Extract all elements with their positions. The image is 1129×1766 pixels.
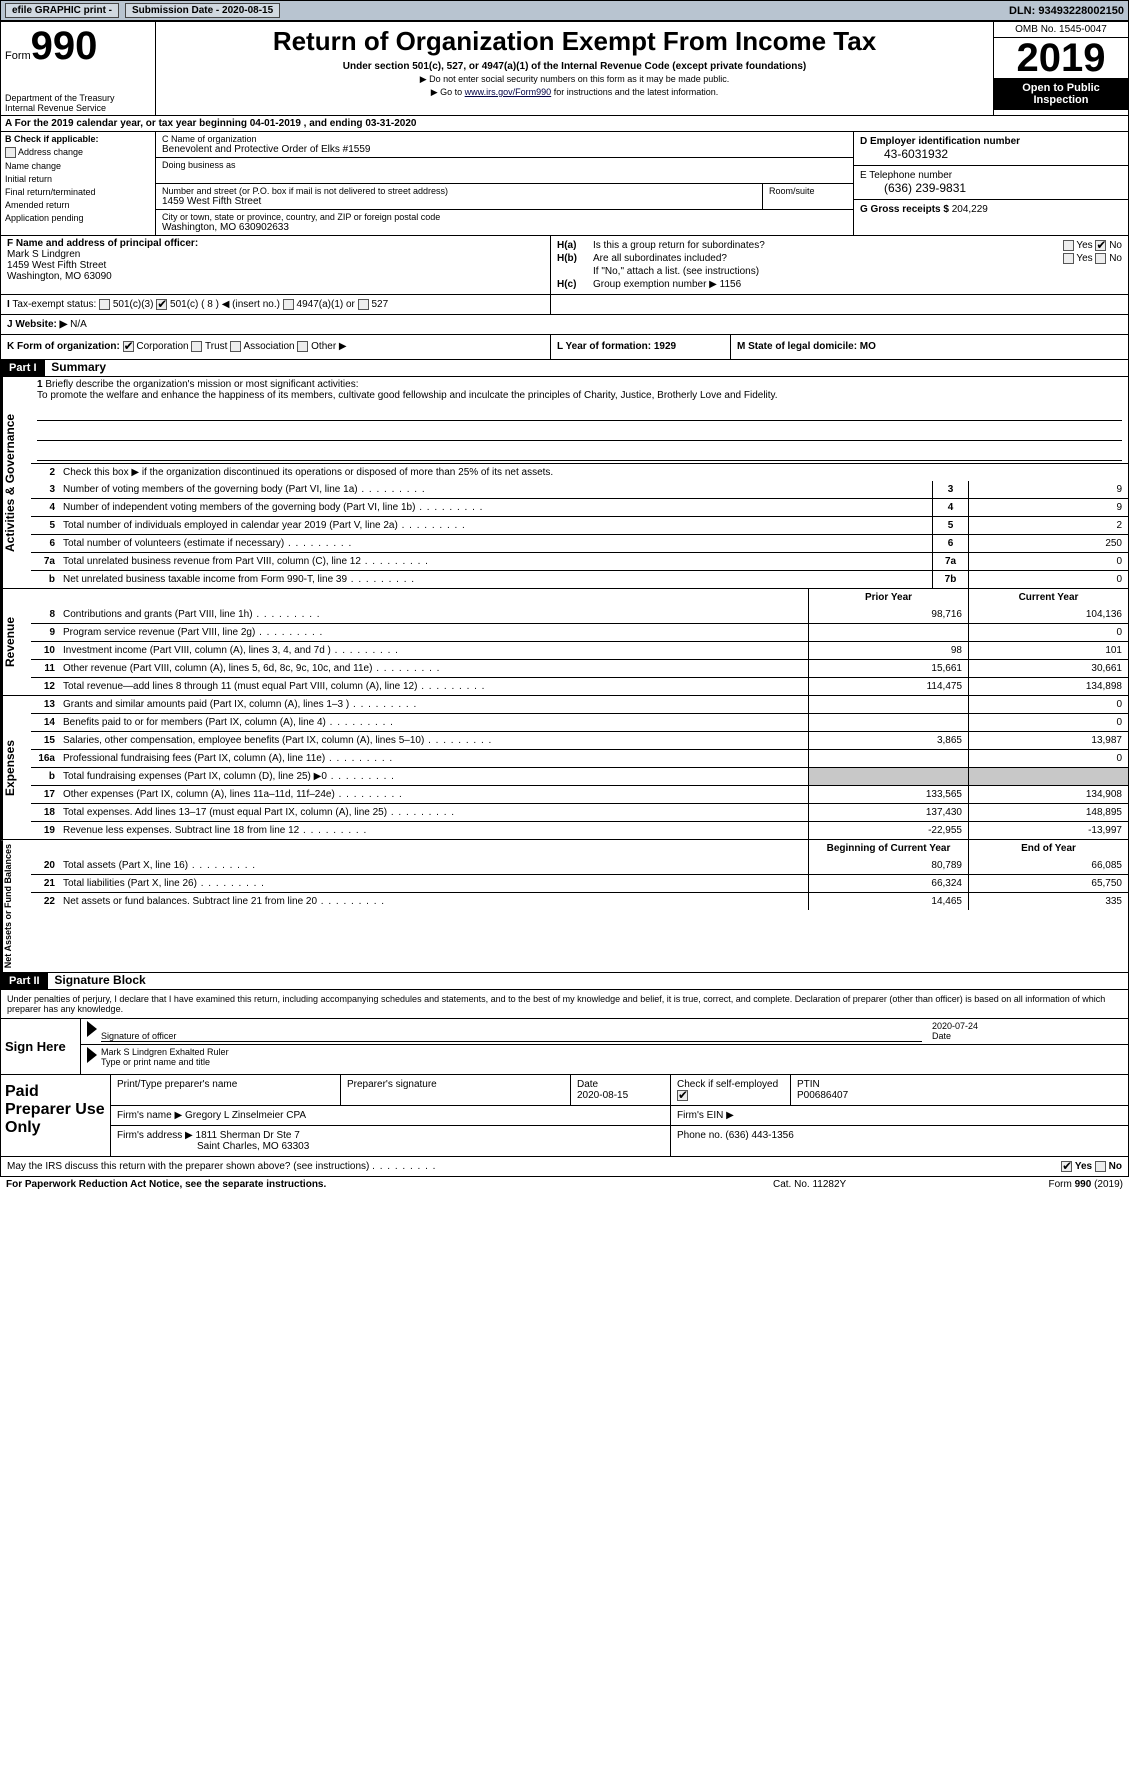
table-row: 22Net assets or fund balances. Subtract … (31, 892, 1128, 910)
irs-link[interactable]: www.irs.gov/Form990 (465, 87, 552, 97)
table-row: 17Other expenses (Part IX, column (A), l… (31, 785, 1128, 803)
form-title: Return of Organization Exempt From Incom… (160, 26, 989, 57)
org-city: Washington, MO 630902633 (162, 222, 847, 233)
arrow-icon (87, 1021, 97, 1037)
part-i-header: Part I Summary (0, 360, 1129, 377)
form-number: 990 (31, 24, 98, 68)
chk-address-change[interactable] (5, 147, 16, 158)
hb-yes[interactable] (1063, 253, 1074, 264)
chk-self-employed[interactable] (677, 1090, 688, 1101)
hb-no[interactable] (1095, 253, 1106, 264)
form-header: Form990 Department of the Treasury Inter… (0, 21, 1129, 116)
col-b-checkboxes: B Check if applicable: Address change Na… (1, 132, 156, 235)
table-row: 4Number of independent voting members of… (31, 498, 1128, 516)
row-k: K Form of organization: Corporation Trus… (0, 335, 1129, 359)
col-d-ein: D Employer identification number43-60319… (853, 132, 1128, 235)
side-expenses: Expenses (1, 696, 31, 839)
gross-receipts: 204,229 (952, 204, 988, 215)
ha-yes[interactable] (1063, 240, 1074, 251)
form-prefix: Form (5, 50, 31, 62)
side-activities: Activities & Governance (1, 377, 31, 588)
dln: DLN: 93493228002150 (1009, 5, 1124, 17)
chk-527[interactable] (358, 299, 369, 310)
table-row: bNet unrelated business taxable income f… (31, 570, 1128, 588)
topbar: efile GRAPHIC print - Submission Date - … (0, 0, 1129, 21)
discuss-yes[interactable] (1061, 1161, 1072, 1172)
year-formation: L Year of formation: 1929 (557, 341, 676, 352)
table-row: 21Total liabilities (Part X, line 26)66,… (31, 874, 1128, 892)
group-exemption: 1156 (720, 279, 742, 290)
subtitle-1: Under section 501(c), 527, or 4947(a)(1)… (160, 61, 989, 72)
page-footer: For Paperwork Reduction Act Notice, see … (0, 1177, 1129, 1192)
side-revenue: Revenue (1, 589, 31, 695)
ein: 43-6031932 (860, 147, 1122, 161)
table-row: 19Revenue less expenses. Subtract line 1… (31, 821, 1128, 839)
table-row: bTotal fundraising expenses (Part IX, co… (31, 767, 1128, 785)
section-fh: F Name and address of principal officer:… (0, 236, 1129, 295)
discuss-row: May the IRS discuss this return with the… (0, 1157, 1129, 1177)
table-row: 6Total number of volunteers (estimate if… (31, 534, 1128, 552)
table-row: 14Benefits paid to or for members (Part … (31, 713, 1128, 731)
row-j-website: J Website: ▶ N/A (0, 315, 1129, 335)
efile-label: efile GRAPHIC print - (5, 3, 119, 18)
activities-governance-table: Activities & Governance 1 Briefly descri… (0, 377, 1129, 589)
table-row: 16aProfessional fundraising fees (Part I… (31, 749, 1128, 767)
chk-501c3[interactable] (99, 299, 110, 310)
sign-here-block: Sign Here Signature of officer2020-07-24… (0, 1019, 1129, 1075)
section-bcd: B Check if applicable: Address change Na… (0, 132, 1129, 236)
table-row: 5Total number of individuals employed in… (31, 516, 1128, 534)
chk-501c[interactable] (156, 299, 167, 310)
table-row: 10Investment income (Part VIII, column (… (31, 641, 1128, 659)
net-assets-table: Net Assets or Fund Balances Beginning of… (0, 840, 1129, 973)
table-row: 7aTotal unrelated business revenue from … (31, 552, 1128, 570)
paid-preparer-block: Paid Preparer Use Only Print/Type prepar… (0, 1075, 1129, 1157)
table-row: 13Grants and similar amounts paid (Part … (31, 696, 1128, 713)
table-row: 11Other revenue (Part VIII, column (A), … (31, 659, 1128, 677)
submission-date: Submission Date - 2020-08-15 (125, 3, 280, 18)
website: N/A (70, 319, 87, 330)
org-name: Benevolent and Protective Order of Elks … (162, 144, 847, 155)
chk-assoc[interactable] (230, 341, 241, 352)
ptin: P00686407 (797, 1090, 848, 1101)
mission-text: To promote the welfare and enhance the h… (37, 390, 778, 401)
officer-name: Mark S Lindgren (7, 249, 544, 260)
table-row: 9Program service revenue (Part VIII, lin… (31, 623, 1128, 641)
firm-phone: Phone no. (636) 443-1356 (671, 1126, 1128, 1156)
part-ii-header: Part II Signature Block (0, 973, 1129, 990)
arrow-icon (87, 1047, 97, 1063)
firm-addr: 1811 Sherman Dr Ste 7 (196, 1130, 300, 1141)
open-inspection: Open to Public Inspection (994, 78, 1128, 110)
col-c-org: C Name of organizationBenevolent and Pro… (156, 132, 853, 235)
state-domicile: M State of legal domicile: MO (737, 341, 876, 352)
chk-corp[interactable] (123, 341, 134, 352)
table-row: 3Number of voting members of the governi… (31, 481, 1128, 498)
chk-4947[interactable] (283, 299, 294, 310)
firm-name: Gregory L Zinselmeier CPA (185, 1110, 306, 1121)
chk-trust[interactable] (191, 341, 202, 352)
discuss-no[interactable] (1095, 1161, 1106, 1172)
org-address: 1459 West Fifth Street (162, 196, 756, 207)
tax-year: 2019 (994, 38, 1128, 78)
row-i-tax-status: I Tax-exempt status: 501(c)(3) 501(c) ( … (0, 295, 1129, 315)
subtitle-2: ▶ Do not enter social security numbers o… (160, 74, 989, 85)
table-row: 15Salaries, other compensation, employee… (31, 731, 1128, 749)
prep-date: 2020-08-15 (577, 1090, 628, 1101)
chk-other[interactable] (297, 341, 308, 352)
ha-no[interactable] (1095, 240, 1106, 251)
sign-date: 2020-07-24 (932, 1021, 978, 1031)
revenue-table: Revenue Prior YearCurrent Year 8Contribu… (0, 589, 1129, 696)
expenses-table: Expenses 13Grants and similar amounts pa… (0, 696, 1129, 840)
row-a-period: A For the 2019 calendar year, or tax yea… (0, 116, 1129, 132)
table-row: 8Contributions and grants (Part VIII, li… (31, 606, 1128, 623)
penalty-text: Under penalties of perjury, I declare th… (0, 990, 1129, 1019)
phone: (636) 239-9831 (860, 181, 1122, 195)
dept-treasury: Department of the Treasury (5, 93, 151, 103)
dept-irs: Internal Revenue Service (5, 103, 151, 113)
officer-name-title: Mark S Lindgren Exhalted Ruler (101, 1047, 229, 1057)
table-row: 20Total assets (Part X, line 16)80,78966… (31, 857, 1128, 874)
table-row: 18Total expenses. Add lines 13–17 (must … (31, 803, 1128, 821)
side-netassets: Net Assets or Fund Balances (1, 840, 31, 972)
table-row: 12Total revenue—add lines 8 through 11 (… (31, 677, 1128, 695)
